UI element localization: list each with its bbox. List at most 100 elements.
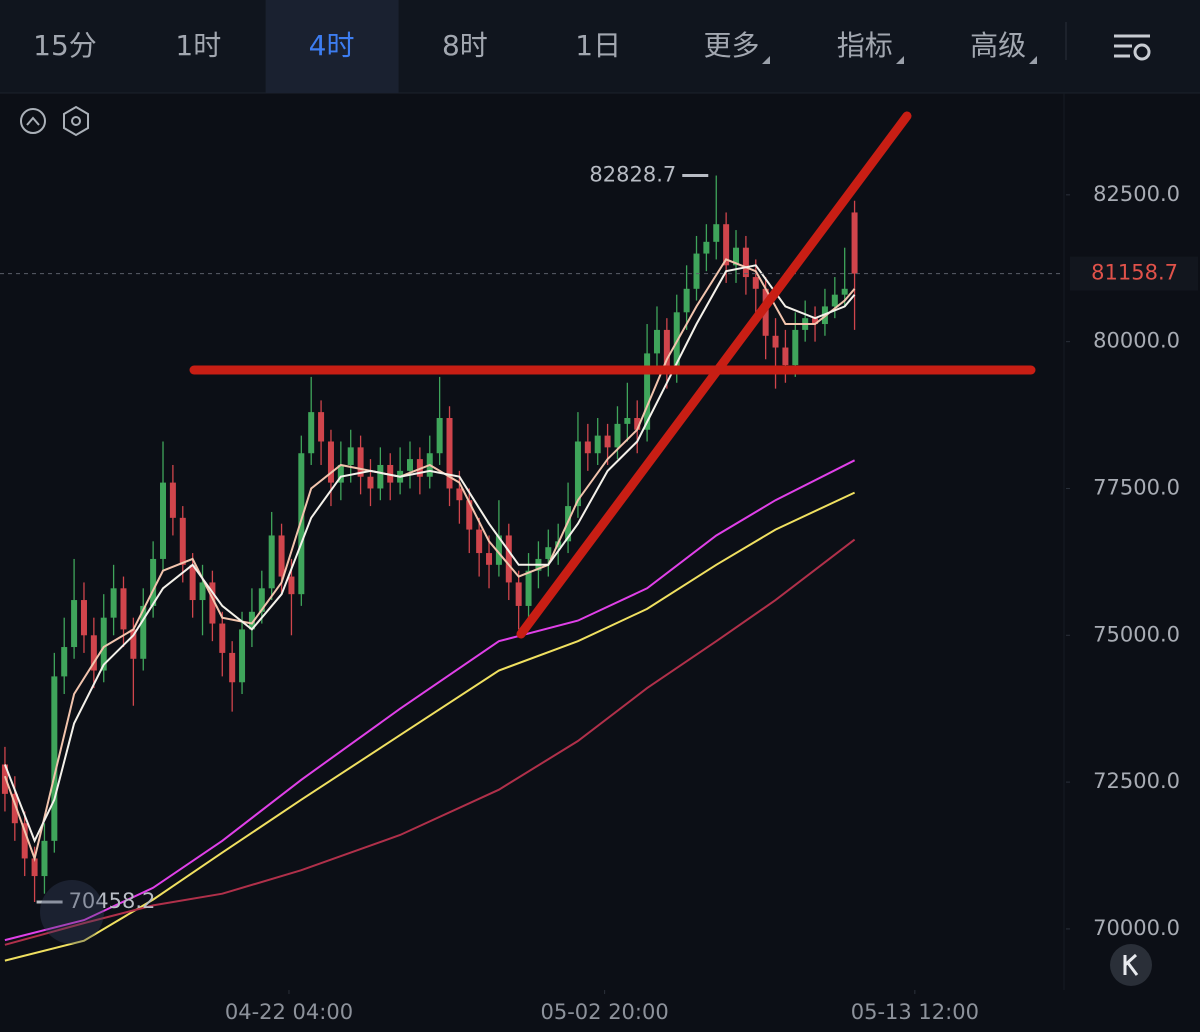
candle-body <box>663 329 670 372</box>
tab[interactable]: 8时 <box>442 29 488 62</box>
plot: 70000.0 72500.0 75000.0 77500.0 80000.0 82500… <box>0 163 1198 1024</box>
candle-body <box>80 600 87 636</box>
y-tick-label: 75000.0 <box>1093 622 1180 646</box>
menu-caret <box>896 56 904 64</box>
candle-body <box>100 617 107 671</box>
candle-body <box>120 588 127 630</box>
candle-body <box>337 464 344 483</box>
candle-body <box>812 318 819 325</box>
candle-body <box>486 553 493 565</box>
candle-body <box>160 482 167 559</box>
candle-body <box>436 417 443 454</box>
candle-body <box>624 417 631 424</box>
candle-body <box>169 482 176 518</box>
candle-body <box>61 647 68 677</box>
candle-body <box>466 500 473 530</box>
x-tick-label: 04-22 04:00 <box>225 1000 353 1024</box>
tab[interactable]: 高级 <box>970 29 1026 62</box>
candle-body <box>258 588 265 612</box>
candle-body <box>229 652 236 683</box>
candle-body <box>367 476 374 489</box>
candle-body <box>239 629 246 683</box>
y-tick-label: 82500.0 <box>1093 182 1180 206</box>
candle-body <box>347 447 354 465</box>
candle-body <box>288 576 295 595</box>
candle-body <box>713 224 720 242</box>
hexagon-icon[interactable] <box>63 105 89 137</box>
tab-highlight <box>265 0 399 93</box>
candle-body <box>209 582 216 624</box>
candle-body <box>574 441 581 507</box>
moving-average <box>3 258 856 862</box>
candle-body <box>41 840 48 877</box>
tab[interactable]: 更多 <box>703 29 759 62</box>
candle-body <box>594 435 601 454</box>
candle-body <box>752 277 759 289</box>
price-label: 81158.7 <box>1091 261 1178 285</box>
candle-body <box>31 858 38 877</box>
candle-body <box>278 535 285 577</box>
tab[interactable]: 4时 <box>309 29 355 62</box>
menu-caret <box>1029 56 1037 64</box>
candle-body <box>495 535 502 565</box>
candle-body <box>308 412 315 454</box>
tab[interactable]: 1日 <box>575 29 621 62</box>
candle-body <box>179 517 186 565</box>
moving-average <box>4 538 856 946</box>
candle-body <box>634 417 641 430</box>
candle-body <box>130 629 137 659</box>
tab[interactable]: 1时 <box>175 29 221 62</box>
candle-body <box>545 547 552 559</box>
candle-body <box>248 611 255 630</box>
candle-body <box>327 441 334 483</box>
candle-body <box>150 558 157 606</box>
candle-body <box>505 535 512 583</box>
candle-body <box>357 447 364 477</box>
candle-body <box>515 582 522 606</box>
moving-average <box>4 459 856 942</box>
x-tick-label: 05-13 12:00 <box>851 1000 979 1024</box>
candle-body <box>406 459 413 471</box>
candle-body <box>772 335 779 348</box>
moving-average <box>4 491 856 962</box>
settings-icon[interactable] <box>1114 34 1151 61</box>
candle-body <box>831 294 838 307</box>
candle-body <box>614 423 621 448</box>
candle-body <box>298 453 305 595</box>
candle-body <box>140 605 147 659</box>
candle-body <box>268 535 275 589</box>
candle-body <box>792 329 799 366</box>
candle-body <box>703 241 710 254</box>
moving-average <box>3 264 856 844</box>
tab[interactable]: 指标 <box>837 29 893 62</box>
candle-body <box>604 435 611 448</box>
candle-body <box>199 582 206 601</box>
candle-body <box>21 823 28 859</box>
kline-button[interactable] <box>1110 944 1152 986</box>
candle-body <box>71 600 78 648</box>
candle-body <box>841 288 848 295</box>
candle-body <box>733 247 740 266</box>
trend-line <box>516 111 912 639</box>
menu-caret <box>762 56 770 64</box>
candle-body <box>693 253 700 289</box>
collapse-icon[interactable] <box>20 108 46 134</box>
tab[interactable]: 15分 <box>33 29 97 62</box>
floating-button[interactable] <box>40 880 104 944</box>
candle-body <box>683 288 690 313</box>
y-tick-label: 80000.0 <box>1093 329 1180 353</box>
high-label: 82828.7 <box>589 163 676 187</box>
candle-body <box>110 588 117 618</box>
candle-body <box>653 329 660 354</box>
candle-body <box>742 247 749 278</box>
y-tick-label: 70000.0 <box>1093 916 1180 940</box>
candle-body <box>377 464 384 489</box>
candle-body <box>525 570 532 606</box>
candle-body <box>446 417 453 489</box>
price-tag <box>1070 256 1198 291</box>
y-tick-label: 72500.0 <box>1093 769 1180 793</box>
candle-body <box>782 347 789 366</box>
candle-body <box>90 635 97 671</box>
tab-bar <box>0 0 1200 93</box>
candle-body <box>456 488 463 501</box>
